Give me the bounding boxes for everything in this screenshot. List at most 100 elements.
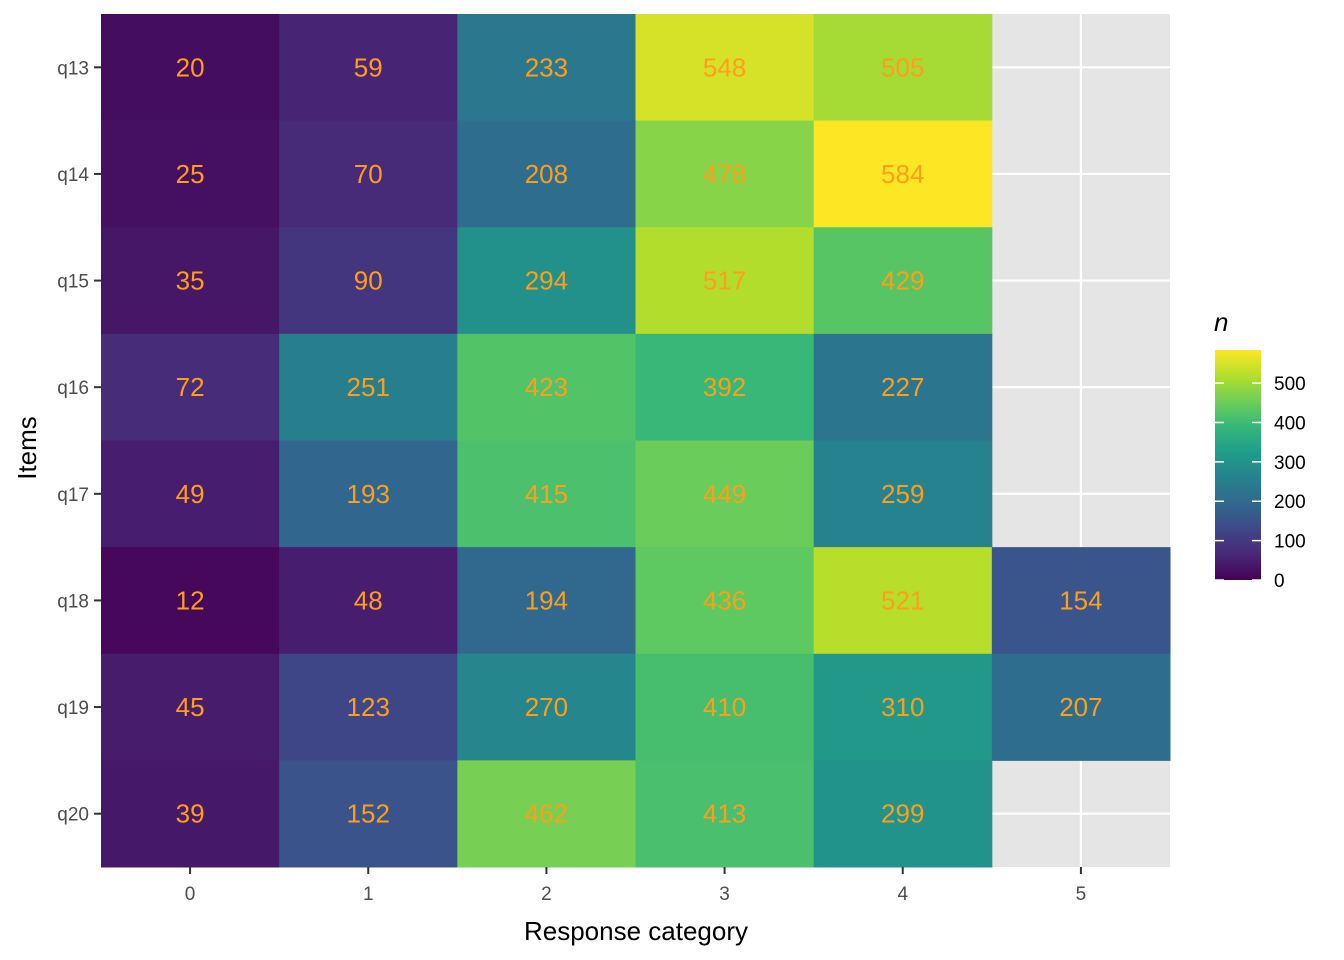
cell-value-label: 35 <box>176 266 205 296</box>
cell-value-label: 429 <box>881 266 924 296</box>
legend-break-label: 300 <box>1274 453 1306 474</box>
heatmap-cell-q16-4 <box>813 333 993 441</box>
heatmap-cell-q19-4 <box>813 653 993 761</box>
cell-value-label: 449 <box>703 479 746 509</box>
heatmap-cell-q16-2 <box>457 333 636 441</box>
cell-value-label: 227 <box>881 372 924 402</box>
legend-title: n <box>1214 307 1228 337</box>
heatmap-cell-q15-2 <box>457 227 636 335</box>
legend-colorbar <box>1215 350 1261 580</box>
cell-value-label: 548 <box>703 52 746 82</box>
cell-value-label: 12 <box>176 585 205 615</box>
y-tick-label: q15 <box>57 272 89 293</box>
cell-value-label: 194 <box>525 585 568 615</box>
legend-break-label: 0 <box>1274 571 1285 592</box>
cell-value-label: 505 <box>881 52 924 82</box>
cell-value-label: 49 <box>176 479 205 509</box>
heatmap-cell-q16-3 <box>635 333 815 441</box>
heatmap-cell-q16-0 <box>101 333 280 441</box>
x-tick-label: 5 <box>1076 884 1087 905</box>
cell-value-label: 310 <box>881 692 924 722</box>
cell-value-label: 20 <box>176 52 205 82</box>
cell-value-label: 207 <box>1059 692 1102 722</box>
heatmap-cell-q18-3 <box>635 547 815 655</box>
cell-value-label: 270 <box>525 692 568 722</box>
heatmap-cell-q19-2 <box>457 653 636 761</box>
heatmap-cell-q20-4 <box>813 760 993 868</box>
y-tick-label: q20 <box>57 805 89 826</box>
x-tick-label: 2 <box>541 884 552 905</box>
cell-value-label: 39 <box>176 799 205 829</box>
heatmap-cell-q18-5 <box>991 547 1171 655</box>
cell-value-label: 72 <box>176 372 205 402</box>
cell-value-label: 59 <box>354 52 383 82</box>
cell-value-label: 25 <box>176 159 205 189</box>
heatmap-cell-q17-3 <box>635 440 815 548</box>
heatmap-cell-q20-2 <box>457 760 636 868</box>
heatmap-cell-q14-2 <box>457 120 636 228</box>
heatmap-cells <box>101 14 1171 868</box>
cell-value-label: 584 <box>881 159 924 189</box>
heatmap-cell-q18-4 <box>813 547 993 655</box>
heatmap-cell-q13-2 <box>457 14 636 122</box>
cell-value-label: 413 <box>703 799 746 829</box>
legend-break-label: 500 <box>1274 374 1306 395</box>
x-tick-label: 3 <box>719 884 730 905</box>
cell-value-label: 123 <box>347 692 390 722</box>
cell-value-label: 521 <box>881 585 924 615</box>
heatmap-cell-q20-3 <box>635 760 815 868</box>
legend-break-label: 400 <box>1274 413 1306 434</box>
cell-value-label: 410 <box>703 692 746 722</box>
heatmap-cell-q20-0 <box>101 760 280 868</box>
cell-value-label: 154 <box>1059 585 1102 615</box>
y-tick-label: q16 <box>57 378 89 399</box>
heatmap-cell-q19-1 <box>279 653 458 761</box>
heatmap-cell-q13-4 <box>813 14 993 122</box>
heatmap-cell-q15-1 <box>279 227 458 335</box>
x-axis: 0 1 2 3 4 5 <box>185 867 1086 905</box>
x-tick-label: 0 <box>185 884 196 905</box>
cell-value-label: 436 <box>703 585 746 615</box>
heatmap-cell-q14-0 <box>101 120 280 228</box>
heatmap-cell-q15-3 <box>635 227 815 335</box>
heatmap-cell-q17-1 <box>279 440 458 548</box>
heatmap-cell-q13-1 <box>279 14 458 122</box>
heatmap-cell-q18-1 <box>279 547 458 655</box>
heatmap-cell-q19-0 <box>101 653 280 761</box>
x-axis-title: Response category <box>524 916 748 946</box>
y-tick-label: q13 <box>57 58 89 79</box>
cell-value-label: 251 <box>347 372 390 402</box>
cell-value-label: 299 <box>881 799 924 829</box>
y-tick-label: q14 <box>57 165 89 186</box>
y-tick-label: q18 <box>57 591 89 612</box>
x-tick-label: 4 <box>897 884 908 905</box>
cell-value-label: 294 <box>525 266 568 296</box>
heatmap-cell-q16-1 <box>279 333 458 441</box>
legend-break-label: 200 <box>1274 492 1306 513</box>
y-tick-label: q17 <box>57 485 89 506</box>
heatmap-cell-q13-0 <box>101 14 280 122</box>
cell-value-label: 478 <box>703 159 746 189</box>
cell-value-label: 517 <box>703 266 746 296</box>
heatmap-cell-q15-0 <box>101 227 280 335</box>
heatmap-cell-q17-0 <box>101 440 280 548</box>
cell-value-label: 462 <box>525 799 568 829</box>
x-tick-label: 1 <box>363 884 374 905</box>
heatmap-cell-q15-4 <box>813 227 993 335</box>
heatmap-cell-q20-1 <box>279 760 458 868</box>
cell-labels: 20 59 233 548 505 25 70 208 478 584 35 90 294 517 429 7… <box>176 52 1103 828</box>
heatmap-cell-q14-4 <box>813 120 993 228</box>
cell-value-label: 233 <box>525 52 568 82</box>
cell-value-label: 90 <box>354 266 383 296</box>
heatmap-cell-q18-2 <box>457 547 636 655</box>
cell-value-label: 152 <box>347 799 390 829</box>
cell-value-label: 193 <box>347 479 390 509</box>
y-tick-label: q19 <box>57 698 89 719</box>
heatmap-cell-q14-3 <box>635 120 815 228</box>
legend-break-label: 100 <box>1274 532 1306 553</box>
cell-value-label: 415 <box>525 479 568 509</box>
heatmap-cell-q18-0 <box>101 547 280 655</box>
cell-value-label: 208 <box>525 159 568 189</box>
heatmap-cell-q13-3 <box>635 14 815 122</box>
